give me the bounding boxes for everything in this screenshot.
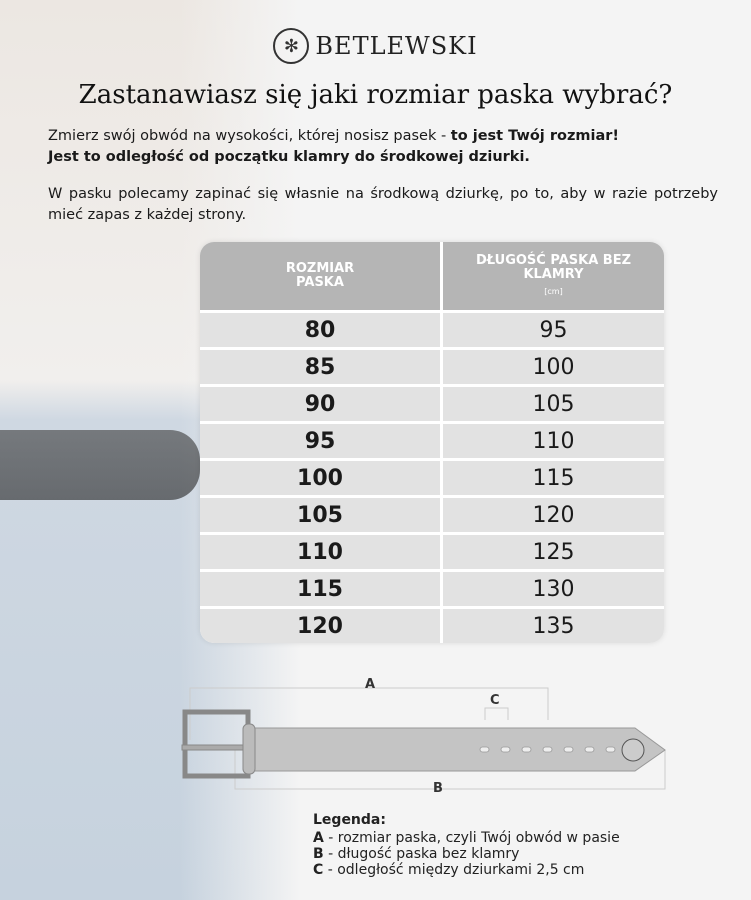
table-row: 85 100: [200, 350, 664, 384]
size-cell: 80: [200, 313, 440, 347]
table-row: 100 115: [200, 461, 664, 495]
belt-photo: [0, 430, 200, 500]
legend-title: Legenda:: [313, 812, 386, 828]
size-cell: 100: [200, 461, 440, 495]
length-cell: 95: [443, 313, 664, 347]
size-cell: 120: [200, 609, 440, 643]
belt-diagram: A C B: [181, 677, 666, 796]
belt-hole: [542, 746, 553, 753]
table-header: ROZMIAR PASKA DŁUGOŚĆ PASKA BEZ KLAMRY [c…: [200, 242, 664, 310]
logo-emboss-icon: [621, 738, 645, 762]
table-row: 110 125: [200, 535, 664, 569]
size-cell: 95: [200, 424, 440, 458]
size-cell: 85: [200, 350, 440, 384]
belt-hole: [605, 746, 616, 753]
belt-hole: [479, 746, 490, 753]
size-cell: 90: [200, 387, 440, 421]
size-cell: 110: [200, 535, 440, 569]
size-cell: 115: [200, 572, 440, 606]
length-cell: 130: [443, 572, 664, 606]
length-cell: 125: [443, 535, 664, 569]
brand-name: BETLEWSKI: [315, 32, 478, 60]
label-c: C: [490, 693, 500, 708]
tree-icon: ✻: [273, 28, 310, 64]
size-table: ROZMIAR PASKA DŁUGOŚĆ PASKA BEZ KLAMRY [c…: [200, 242, 664, 643]
belt-hole: [500, 746, 511, 753]
label-b: B: [433, 781, 443, 796]
brand-logo: ✻ BETLEWSKI: [0, 28, 751, 64]
table-row: 80 95: [200, 313, 664, 347]
legend-item-b: B - długość paska bez klamry: [313, 846, 520, 862]
belt-hole: [521, 746, 532, 753]
legend-item-a: A - rozmiar paska, czyli Twój obwód w pa…: [313, 830, 620, 846]
legend-item-c: C - odległość między dziurkami 2,5 cm: [313, 862, 585, 878]
table-row: 95 110: [200, 424, 664, 458]
table-row: 105 120: [200, 498, 664, 532]
size-cell: 105: [200, 498, 440, 532]
label-a: A: [365, 677, 375, 692]
page-title: Zastanawiasz się jaki rozmiar paska wybr…: [78, 80, 673, 110]
recommendation-text: W pasku polecamy zapinać się własnie na …: [48, 186, 718, 223]
intro-text: Zmierz swój obwód na wysokości, której n…: [48, 128, 620, 165]
length-cell: 105: [443, 387, 664, 421]
belt-hole: [584, 746, 595, 753]
belt-hole: [563, 746, 574, 753]
table-row: 90 105: [200, 387, 664, 421]
length-cell: 100: [443, 350, 664, 384]
length-cell: 115: [443, 461, 664, 495]
header-length: DŁUGOŚĆ PASKA BEZ KLAMRY [cm]: [443, 242, 664, 310]
length-cell: 110: [443, 424, 664, 458]
length-cell: 120: [443, 498, 664, 532]
table-row: 115 130: [200, 572, 664, 606]
legend: Legenda: A - rozmiar paska, czyli Twój o…: [313, 812, 620, 878]
length-cell: 135: [443, 609, 664, 643]
header-size: ROZMIAR PASKA: [200, 242, 440, 310]
table-row: 120 135: [200, 609, 664, 643]
